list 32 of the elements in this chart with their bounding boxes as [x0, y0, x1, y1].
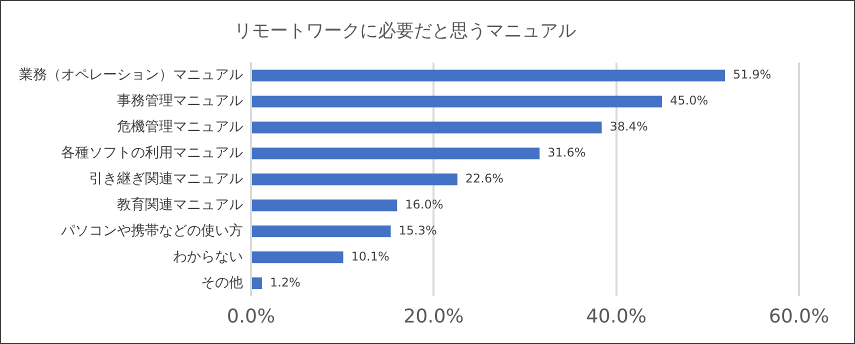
x-tick-label: 40.0%	[586, 306, 647, 328]
data-label: 31.6%	[548, 146, 586, 160]
bar	[252, 277, 262, 290]
y-tick-label: 事務管理マニュアル	[117, 93, 243, 110]
y-tick-label: 業務（オペレーション）マニュアル	[19, 67, 243, 84]
x-tick-label: 20.0%	[403, 306, 464, 328]
chart-title: リモートワークに必要だと思うマニュアル	[234, 20, 576, 42]
bar	[252, 148, 540, 160]
y-tick-label: パソコンや携帯などの使い方	[60, 222, 243, 239]
bar	[252, 96, 662, 108]
data-label: 10.1%	[351, 249, 390, 264]
bar	[252, 174, 458, 186]
bar	[252, 200, 398, 212]
data-label: 1.2%	[270, 275, 300, 290]
x-tick-label: 60.0%	[768, 306, 830, 328]
bar	[252, 225, 391, 238]
bar	[252, 122, 602, 134]
data-label: 45.0%	[670, 94, 708, 108]
y-tick-label: 各種ソフトの利用マニュアル	[61, 145, 243, 162]
y-tick-label: 教育関連マニュアル	[117, 196, 243, 213]
data-label: 15.3%	[398, 223, 437, 238]
bar	[252, 251, 344, 264]
data-label: 16.0%	[405, 197, 444, 212]
y-tick-label: 危機管理マニュアル	[117, 119, 243, 136]
x-tick-label: 0.0%	[226, 306, 276, 328]
bar	[252, 70, 726, 82]
data-label: 38.4%	[610, 120, 648, 134]
y-tick-label: 引き継ぎ関連マニュアル	[89, 171, 243, 188]
y-tick-label: わからない	[173, 248, 243, 265]
y-tick-label: その他	[201, 274, 243, 291]
data-label: 22.6%	[465, 172, 504, 186]
data-label: 51.9%	[733, 68, 772, 82]
